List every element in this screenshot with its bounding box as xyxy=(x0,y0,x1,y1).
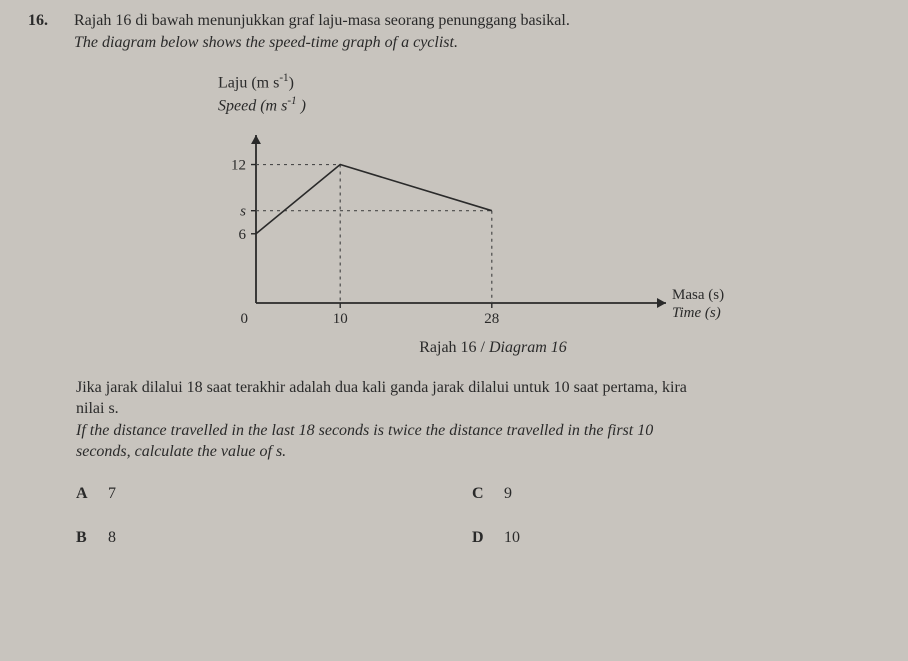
svg-text:12: 12 xyxy=(231,158,246,174)
svg-text:s: s xyxy=(240,204,246,220)
instruction-ms-line1: Jika jarak dilalui 18 saat terakhir adal… xyxy=(76,377,868,399)
option-value: 10 xyxy=(504,527,520,549)
instruction-en-line1: If the distance travelled in the last 18… xyxy=(76,420,868,442)
svg-text:10: 10 xyxy=(333,311,348,327)
svg-text:6: 6 xyxy=(239,227,247,243)
option-letter: B xyxy=(76,527,94,549)
question-text-ms: Rajah 16 di bawah menunjukkan graf laju-… xyxy=(74,10,570,32)
question-text-block: Rajah 16 di bawah menunjukkan graf laju-… xyxy=(74,10,570,53)
option-d: D 10 xyxy=(472,527,868,549)
svg-text:0: 0 xyxy=(241,311,249,327)
svg-text:Time (s): Time (s) xyxy=(672,305,721,321)
diagram-caption: Rajah 16 / Diagram 16 xyxy=(118,337,868,359)
option-c: C 9 xyxy=(472,483,868,505)
y-axis-label-en: Speed (m s-1 ) xyxy=(218,94,868,117)
option-b: B 8 xyxy=(76,527,472,549)
question-text-en: The diagram below shows the speed-time g… xyxy=(74,32,570,54)
instruction-block: Jika jarak dilalui 18 saat terakhir adal… xyxy=(76,377,868,463)
question-row: 16. Rajah 16 di bawah menunjukkan graf l… xyxy=(28,10,868,53)
option-letter: D xyxy=(472,527,490,549)
y-axis-label-ms: Laju (m s-1) xyxy=(218,71,868,94)
option-value: 9 xyxy=(504,483,512,505)
svg-text:Masa (s): Masa (s) xyxy=(672,287,724,303)
option-a: A 7 xyxy=(76,483,472,505)
question-number: 16. xyxy=(28,10,58,53)
option-letter: A xyxy=(76,483,94,505)
option-value: 8 xyxy=(108,527,116,549)
instruction-en-line2: seconds, calculate the value of s. xyxy=(76,441,868,463)
option-value: 7 xyxy=(108,483,116,505)
graph-container: Laju (m s-1) Speed (m s-1 ) 6 s 12 0 10 28 Mas… xyxy=(208,71,868,331)
instruction-ms-line2: nilai s. xyxy=(76,398,868,420)
options-grid: A 7 C 9 B 8 D 10 xyxy=(76,483,868,548)
option-letter: C xyxy=(472,483,490,505)
svg-text:28: 28 xyxy=(484,311,499,327)
speed-time-chart: 6 s 12 0 10 28 Masa (s) Time (s) xyxy=(208,121,738,331)
